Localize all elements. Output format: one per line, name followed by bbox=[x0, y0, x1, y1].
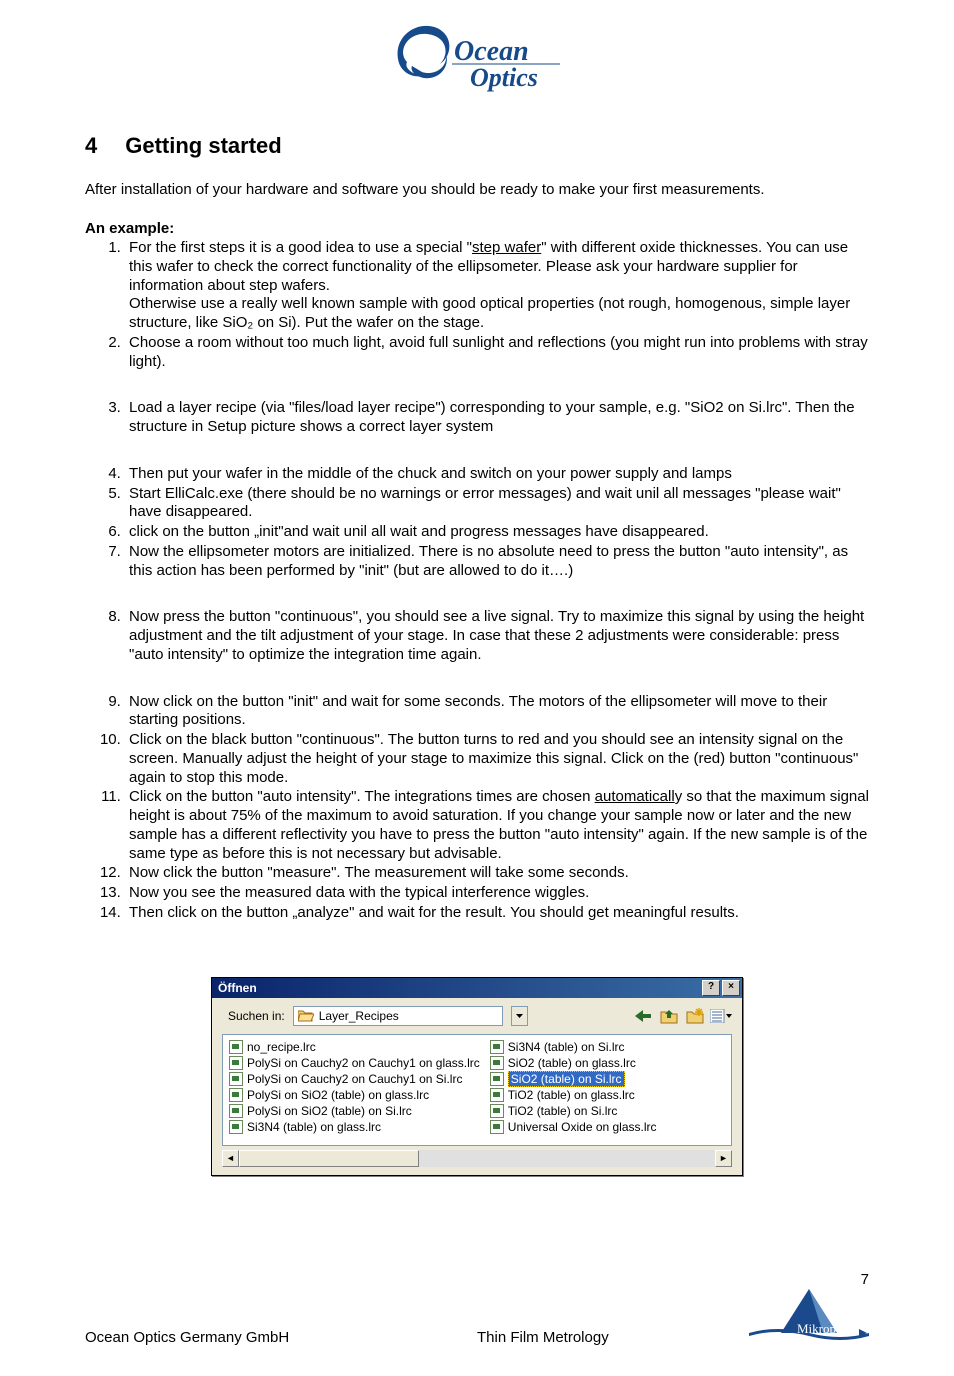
file-name: no_recipe.lrc bbox=[247, 1040, 316, 1054]
list-item: Click on the button "auto intensity". Th… bbox=[125, 788, 869, 863]
dialog-toolbar: Suchen in: Layer_Recipes bbox=[212, 998, 742, 1032]
list-item: Then click on the button „analyze" and w… bbox=[125, 904, 869, 923]
file-name: PolySi on Cauchy2 on Cauchy1 on glass.lr… bbox=[247, 1056, 480, 1070]
list-item: Now press the button "continuous", you s… bbox=[125, 608, 869, 664]
file-name: PolySi on Cauchy2 on Cauchy1 on Si.lrc bbox=[247, 1072, 462, 1086]
titlebar-buttons: ? × bbox=[702, 980, 740, 996]
file-item[interactable]: TiO2 (table) on glass.lrc bbox=[490, 1087, 725, 1103]
page: Ocean Optics 4 Getting started After ins… bbox=[0, 0, 954, 1376]
file-icon bbox=[229, 1040, 243, 1054]
file-item[interactable]: PolySi on SiO2 (table) on Si.lrc bbox=[229, 1103, 480, 1119]
file-item[interactable]: PolySi on Cauchy2 on Cauchy1 on glass.lr… bbox=[229, 1055, 480, 1071]
section-number: 4 bbox=[85, 133, 97, 159]
file-icon bbox=[490, 1072, 504, 1086]
steps-list: For the first steps it is a good idea to… bbox=[85, 239, 869, 923]
logo-text-bottom: Optics bbox=[470, 63, 538, 92]
file-name: SiO2 (table) on Si.lrc bbox=[508, 1071, 625, 1087]
list-item: Choose a room without too much light, av… bbox=[125, 334, 869, 372]
folder-open-icon bbox=[298, 1009, 314, 1022]
back-button[interactable] bbox=[632, 1006, 654, 1026]
page-footer: 7 Mikropack Ocean Optics Germany GmbH Th… bbox=[85, 1271, 869, 1346]
file-icon bbox=[229, 1056, 243, 1070]
file-name: SiO2 (table) on glass.lrc bbox=[508, 1056, 636, 1070]
horizontal-scrollbar[interactable]: ◄ ► bbox=[222, 1150, 732, 1167]
list-item: Then put your wafer in the middle of the… bbox=[125, 465, 869, 484]
dialog-title: Öffnen bbox=[218, 981, 257, 995]
file-name: Universal Oxide on glass.lrc bbox=[508, 1120, 657, 1134]
scroll-track[interactable] bbox=[239, 1150, 715, 1167]
file-list[interactable]: no_recipe.lrc PolySi on Cauchy2 on Cauchy… bbox=[222, 1034, 732, 1146]
scroll-thumb[interactable] bbox=[239, 1150, 419, 1167]
file-icon bbox=[490, 1040, 504, 1054]
file-item[interactable]: SiO2 (table) on Si.lrc bbox=[490, 1071, 725, 1087]
view-menu-button[interactable] bbox=[710, 1006, 732, 1026]
folder-up-icon bbox=[660, 1008, 678, 1024]
footer-right: Thin Film Metrology bbox=[477, 1329, 609, 1346]
combo-dropdown-button[interactable] bbox=[511, 1006, 528, 1026]
file-open-dialog: Öffnen ? × Suchen in: Layer_Recipes bbox=[211, 977, 743, 1176]
section-title: Getting started bbox=[125, 133, 281, 159]
scroll-left-button[interactable]: ◄ bbox=[222, 1150, 239, 1167]
example-label: An example: bbox=[85, 220, 869, 237]
header-logo: Ocean Optics bbox=[85, 24, 869, 115]
close-button[interactable]: × bbox=[722, 980, 740, 996]
view-list-icon bbox=[710, 1009, 732, 1023]
file-icon bbox=[490, 1088, 504, 1102]
file-name: Si3N4 (table) on glass.lrc bbox=[247, 1120, 381, 1134]
file-icon bbox=[490, 1120, 504, 1134]
file-name: Si3N4 (table) on Si.lrc bbox=[508, 1040, 625, 1054]
list-item: Now click on the button "init" and wait … bbox=[125, 693, 869, 731]
page-number: 7 bbox=[861, 1271, 869, 1288]
file-name: PolySi on SiO2 (table) on Si.lrc bbox=[247, 1104, 412, 1118]
file-icon bbox=[229, 1120, 243, 1134]
list-item: For the first steps it is a good idea to… bbox=[125, 239, 869, 333]
file-item[interactable]: SiO2 (table) on glass.lrc bbox=[490, 1055, 725, 1071]
file-item[interactable]: TiO2 (table) on Si.lrc bbox=[490, 1103, 725, 1119]
file-name: TiO2 (table) on glass.lrc bbox=[508, 1088, 635, 1102]
list-item: Load a layer recipe (via "files/load lay… bbox=[125, 399, 869, 437]
lookin-label: Suchen in: bbox=[228, 1009, 285, 1023]
section-heading: 4 Getting started bbox=[85, 133, 869, 159]
list-item: Now click the button "measure". The meas… bbox=[125, 864, 869, 883]
file-column-1: no_recipe.lrc PolySi on Cauchy2 on Cauchy… bbox=[229, 1039, 480, 1143]
chevron-down-icon bbox=[516, 1014, 523, 1018]
new-folder-button[interactable] bbox=[684, 1006, 706, 1026]
footer-left: Ocean Optics Germany GmbH bbox=[85, 1329, 477, 1346]
file-icon bbox=[490, 1056, 504, 1070]
list-item: Now the ellipsometer motors are initiali… bbox=[125, 543, 869, 581]
file-item[interactable]: Universal Oxide on glass.lrc bbox=[490, 1119, 725, 1135]
file-item[interactable]: Si3N4 (table) on Si.lrc bbox=[490, 1039, 725, 1055]
scroll-right-button[interactable]: ► bbox=[715, 1150, 732, 1167]
new-folder-icon bbox=[686, 1008, 704, 1024]
file-column-2: Si3N4 (table) on Si.lrc SiO2 (table) on g… bbox=[490, 1039, 725, 1143]
dialog-titlebar: Öffnen ? × bbox=[212, 978, 742, 998]
ocean-optics-logo-svg: Ocean Optics bbox=[392, 24, 562, 110]
lookin-folder-name: Layer_Recipes bbox=[319, 1009, 399, 1023]
file-icon bbox=[490, 1104, 504, 1118]
file-icon bbox=[229, 1088, 243, 1102]
file-item[interactable]: PolySi on SiO2 (table) on glass.lrc bbox=[229, 1087, 480, 1103]
back-arrow-icon bbox=[635, 1010, 651, 1022]
file-name: PolySi on SiO2 (table) on glass.lrc bbox=[247, 1088, 429, 1102]
intro-paragraph: After installation of your hardware and … bbox=[85, 181, 869, 198]
file-item[interactable]: PolySi on Cauchy2 on Cauchy1 on Si.lrc bbox=[229, 1071, 480, 1087]
list-item: Now you see the measured data with the t… bbox=[125, 884, 869, 903]
list-item: click on the button „init"and wait unil … bbox=[125, 523, 869, 542]
file-icon bbox=[229, 1072, 243, 1086]
footer-text-row: Ocean Optics Germany GmbH Thin Film Metr… bbox=[85, 1329, 869, 1346]
lookin-combo[interactable]: Layer_Recipes bbox=[293, 1006, 503, 1026]
up-button[interactable] bbox=[658, 1006, 680, 1026]
list-item: Start ElliCalc.exe (there should be no w… bbox=[125, 485, 869, 523]
list-item: Click on the black button "continuous". … bbox=[125, 731, 869, 787]
file-name: TiO2 (table) on Si.lrc bbox=[508, 1104, 618, 1118]
help-button[interactable]: ? bbox=[702, 980, 720, 996]
file-item[interactable]: no_recipe.lrc bbox=[229, 1039, 480, 1055]
file-item[interactable]: Si3N4 (table) on glass.lrc bbox=[229, 1119, 480, 1135]
file-icon bbox=[229, 1104, 243, 1118]
toolbar-icons bbox=[632, 1006, 732, 1026]
